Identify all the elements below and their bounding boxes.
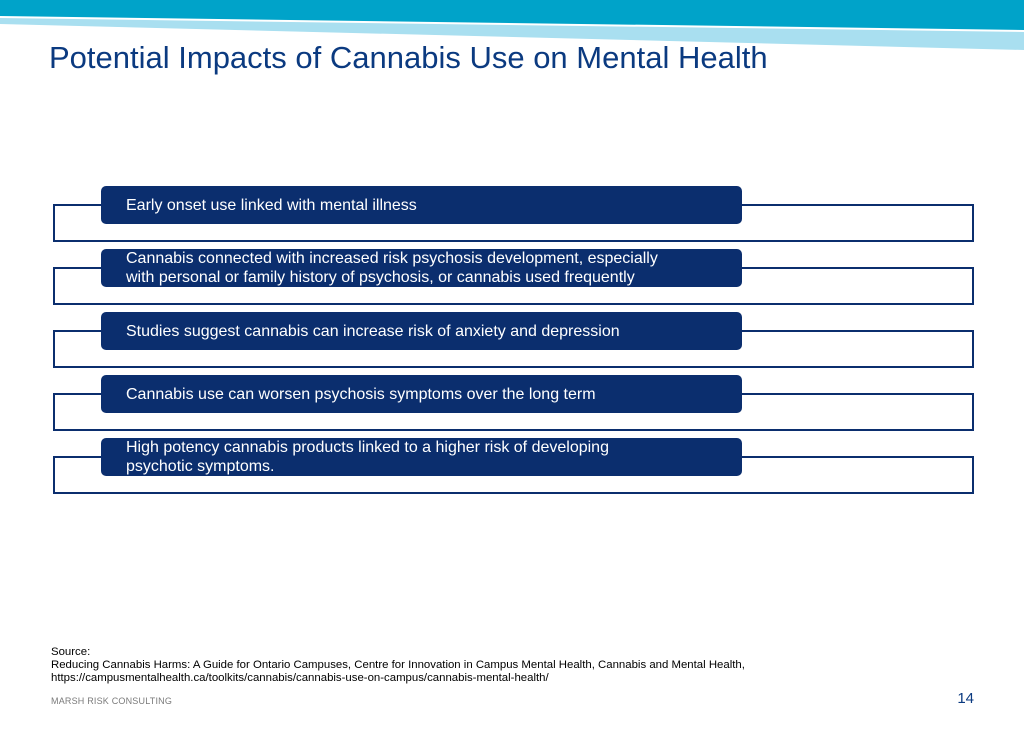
list-item: High potency cannabis products linked to… bbox=[0, 438, 1024, 498]
item-text-line: Early onset use linked with mental illne… bbox=[126, 196, 417, 214]
item-text-line: Studies suggest cannabis can increase ri… bbox=[126, 322, 620, 340]
item-text-line: High potency cannabis products linked to… bbox=[126, 439, 609, 456]
item-text: Early onset use linked with mental illne… bbox=[126, 186, 726, 224]
list-item: Early onset use linked with mental illne… bbox=[0, 186, 1024, 246]
item-text-line: psychotic symptoms. bbox=[126, 458, 275, 475]
list-item: Studies suggest cannabis can increase ri… bbox=[0, 312, 1024, 372]
list-item: Cannabis use can worsen psychosis sympto… bbox=[0, 375, 1024, 435]
source-label: Source: bbox=[51, 646, 91, 658]
item-text-line: with personal or family history of psych… bbox=[126, 269, 635, 286]
page-number: 14 bbox=[957, 690, 974, 707]
source-citation: Source: Reducing Cannabis Harms: A Guide… bbox=[51, 646, 991, 685]
top-decorative-band bbox=[0, 0, 1024, 50]
page-title: Potential Impacts of Cannabis Use on Men… bbox=[49, 40, 768, 75]
company-footer: MARSH RISK CONSULTING bbox=[51, 696, 173, 706]
item-pill bbox=[101, 438, 742, 476]
item-pill bbox=[101, 312, 742, 350]
source-text: Reducing Cannabis Harms: A Guide for Ont… bbox=[51, 659, 745, 671]
item-text: Cannabis use can worsen psychosis sympto… bbox=[126, 375, 726, 413]
item-pill bbox=[101, 186, 742, 224]
item-text: Cannabis connected with increased risk p… bbox=[126, 249, 726, 287]
item-text: Studies suggest cannabis can increase ri… bbox=[126, 312, 726, 350]
item-text-line: Cannabis use can worsen psychosis sympto… bbox=[126, 385, 596, 403]
item-text-line: Cannabis connected with increased risk p… bbox=[126, 250, 658, 267]
source-url: https://campusmentalhealth.ca/toolkits/c… bbox=[51, 672, 549, 684]
item-pill bbox=[101, 375, 742, 413]
item-pill bbox=[101, 249, 742, 287]
list-item: Cannabis connected with increased risk p… bbox=[0, 249, 1024, 309]
item-text: High potency cannabis products linked to… bbox=[126, 438, 726, 476]
